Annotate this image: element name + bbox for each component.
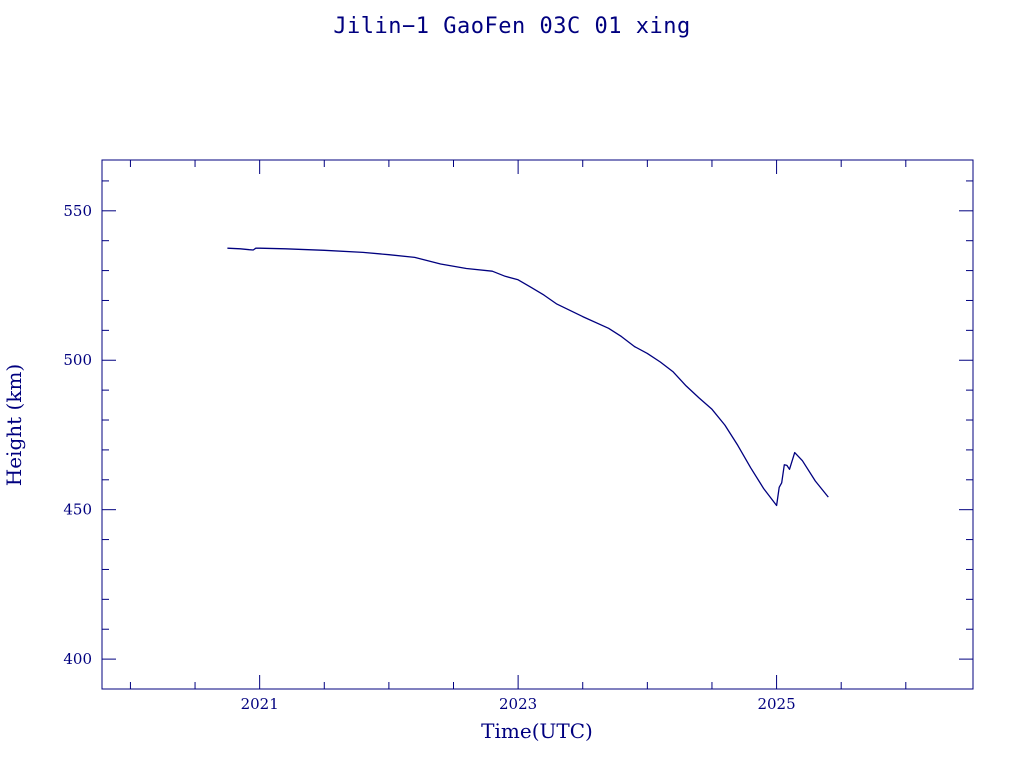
- chart-title: Jilin−1 GaoFen 03C 01 xing: [333, 14, 691, 39]
- series-line: [227, 247, 829, 507]
- x-tick-label: 2025: [757, 695, 795, 713]
- y-tick-label: 500: [63, 351, 92, 369]
- plot-frame: [101, 159, 974, 690]
- y-tick-label: 550: [63, 202, 92, 220]
- y-tick-label: 450: [63, 501, 92, 519]
- y-tick-label: 400: [63, 650, 92, 668]
- x-tick-label: 2023: [499, 695, 537, 713]
- x-tick-label: 2021: [241, 695, 279, 713]
- x-axis-label: Time(UTC): [481, 719, 593, 743]
- y-axis-label: Height (km): [2, 364, 26, 486]
